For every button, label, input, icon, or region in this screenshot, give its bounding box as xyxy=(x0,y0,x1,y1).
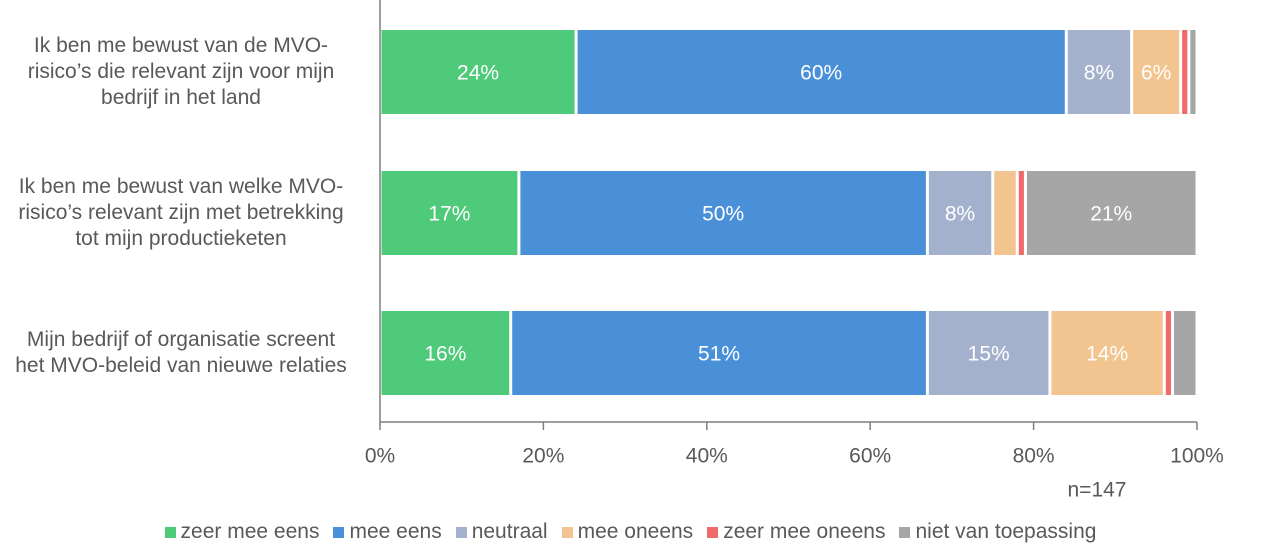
legend-label: mee oneens xyxy=(577,520,694,543)
legend-label: mee eens xyxy=(349,520,442,543)
data-label: 24% xyxy=(457,62,499,85)
bar-segment xyxy=(1133,30,1180,114)
data-label: 21% xyxy=(1090,203,1132,226)
bar-segment xyxy=(520,171,926,255)
bar-segment xyxy=(1165,311,1171,395)
category-label: Mijn bedrijf of organisatie screent het … xyxy=(15,328,347,377)
legend-item: niet van toepassing xyxy=(899,520,1096,544)
bar-segment xyxy=(1190,30,1196,114)
legend-swatch xyxy=(455,526,467,538)
bar-segment xyxy=(928,311,1049,395)
data-label: 50% xyxy=(702,203,744,226)
x-tick-label: 40% xyxy=(686,445,728,468)
x-tick-label: 80% xyxy=(1013,445,1055,468)
annotation: n=147 xyxy=(1068,479,1127,502)
data-label: 6% xyxy=(1141,62,1171,85)
data-label: 60% xyxy=(800,62,842,85)
bar-segment xyxy=(381,171,518,255)
legend-label: niet van toepassing xyxy=(915,520,1097,543)
data-label: 14% xyxy=(1086,343,1128,366)
data-label: 8% xyxy=(1084,62,1114,85)
bar-segment xyxy=(1182,30,1188,114)
bar-segment xyxy=(1067,30,1131,114)
legend-label: zeer mee oneens xyxy=(723,520,886,543)
plot: 24% 60% 8% 6% 17% 50% 8% 21% 16% 51% 15% 14% 0% 20% 40… xyxy=(365,0,1224,502)
legend-swatch xyxy=(707,526,719,538)
bar-segment xyxy=(994,171,1016,255)
legend-item: zeer mee eens xyxy=(164,520,320,544)
legend-swatch xyxy=(333,526,345,538)
legend-item: zeer mee oneens xyxy=(707,520,885,544)
bar-segment xyxy=(381,30,575,114)
legend-label: neutraal xyxy=(471,520,548,543)
legend-label: zeer mee eens xyxy=(180,520,320,543)
legend: zeer mee eens mee eens neutraal mee oneens z… xyxy=(0,520,1261,544)
bar-segment xyxy=(1173,311,1196,395)
legend-swatch xyxy=(899,526,911,538)
data-label: 16% xyxy=(424,343,466,366)
bar-segment xyxy=(1026,171,1196,255)
category-label: Ik ben me bewust van welke MVO-risico’s … xyxy=(18,175,344,250)
x-tick-label: 0% xyxy=(365,445,395,468)
data-label: 8% xyxy=(945,203,975,226)
legend-item: mee eens xyxy=(333,520,442,544)
legend-item: mee oneens xyxy=(561,520,694,544)
legend-item: neutraal xyxy=(455,520,548,544)
category-label: Ik ben me bewust van de MVO-risico’s die… xyxy=(27,34,335,109)
legend-swatch xyxy=(561,526,573,538)
bar-segment xyxy=(1051,311,1163,395)
x-tick-label: 60% xyxy=(849,445,891,468)
bar-segment xyxy=(381,311,510,395)
x-tick-label: 20% xyxy=(522,445,564,468)
data-label: 51% xyxy=(698,343,740,366)
legend-swatch xyxy=(164,526,176,538)
data-label: 17% xyxy=(428,203,470,226)
bar-segment xyxy=(928,171,992,255)
bar-segment xyxy=(512,311,926,395)
x-tick-label: 100% xyxy=(1170,445,1224,468)
data-label: 15% xyxy=(968,343,1010,366)
bar-segment xyxy=(1018,171,1024,255)
bar-segment xyxy=(577,30,1065,114)
